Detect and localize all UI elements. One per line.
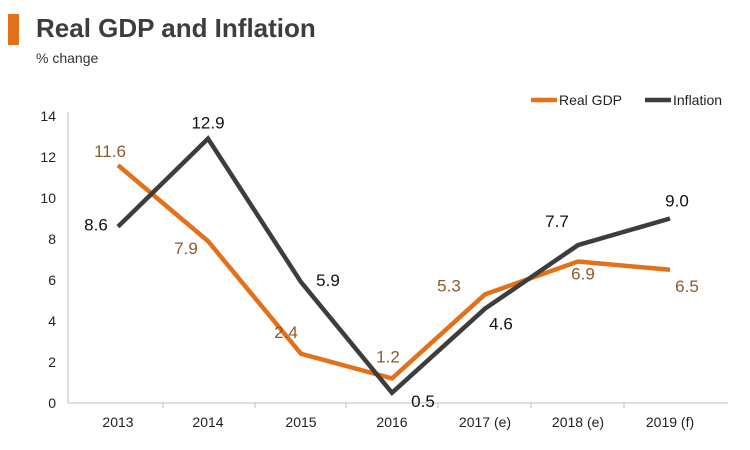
data-label-inflation: 12.9 bbox=[191, 114, 224, 133]
chart-subtitle: % change bbox=[36, 50, 99, 66]
y-tick-label: 12 bbox=[40, 149, 56, 165]
series-line-real-gdp bbox=[116, 163, 671, 381]
chart-title: Real GDP and Inflation bbox=[36, 13, 316, 43]
x-tick-label: 2015 bbox=[285, 414, 316, 430]
x-tick-label: 2018 (e) bbox=[552, 414, 604, 430]
data-label-inflation: 4.6 bbox=[489, 315, 513, 334]
data-label-real-gdp: 6.5 bbox=[675, 277, 699, 296]
x-tick-label: 2013 bbox=[102, 414, 133, 430]
data-labels: 11.6 7.9 2.4 1.2 5.3 6.9 6.5 8.6 12.9 5.9 0.5 4.6 7.… bbox=[84, 114, 699, 411]
series-line-inflation bbox=[116, 135, 671, 397]
y-tick-label: 4 bbox=[48, 313, 56, 329]
y-tick-label: 6 bbox=[48, 272, 56, 288]
data-label-inflation: 7.7 bbox=[545, 212, 569, 231]
data-label-inflation: 5.9 bbox=[316, 271, 340, 290]
axes: 0 2 4 6 8 10 12 14 2013 2014 2015 2016 2017 (e) 2018 … bbox=[40, 108, 728, 430]
data-label-real-gdp: 2.4 bbox=[274, 323, 298, 342]
x-tick-label: 2017 (e) bbox=[459, 414, 511, 430]
data-label-real-gdp: 11.6 bbox=[94, 142, 126, 161]
x-tick-label: 2019 (f) bbox=[646, 414, 694, 430]
data-label-inflation: 8.6 bbox=[84, 216, 108, 235]
y-tick-label: 0 bbox=[48, 395, 56, 411]
legend-label-inflation: Inflation bbox=[673, 92, 722, 108]
data-label-inflation: 0.5 bbox=[411, 392, 435, 411]
y-tick-label: 14 bbox=[40, 108, 56, 124]
x-tick-label: 2014 bbox=[192, 414, 223, 430]
data-label-inflation: 9.0 bbox=[665, 192, 689, 211]
y-tick-label: 8 bbox=[48, 231, 56, 247]
legend-label-real-gdp: Real GDP bbox=[559, 92, 622, 108]
legend: Real GDP Inflation bbox=[531, 92, 722, 108]
x-tick-label: 2016 bbox=[376, 414, 407, 430]
data-label-real-gdp: 1.2 bbox=[376, 347, 400, 366]
data-label-real-gdp: 5.3 bbox=[437, 276, 461, 295]
series-layer bbox=[116, 135, 671, 397]
data-label-real-gdp: 7.9 bbox=[174, 239, 198, 258]
y-tick-label: 10 bbox=[40, 190, 56, 206]
data-label-real-gdp: 6.9 bbox=[571, 265, 595, 284]
title-accent-bar bbox=[8, 14, 19, 45]
y-tick-label: 2 bbox=[48, 354, 56, 370]
